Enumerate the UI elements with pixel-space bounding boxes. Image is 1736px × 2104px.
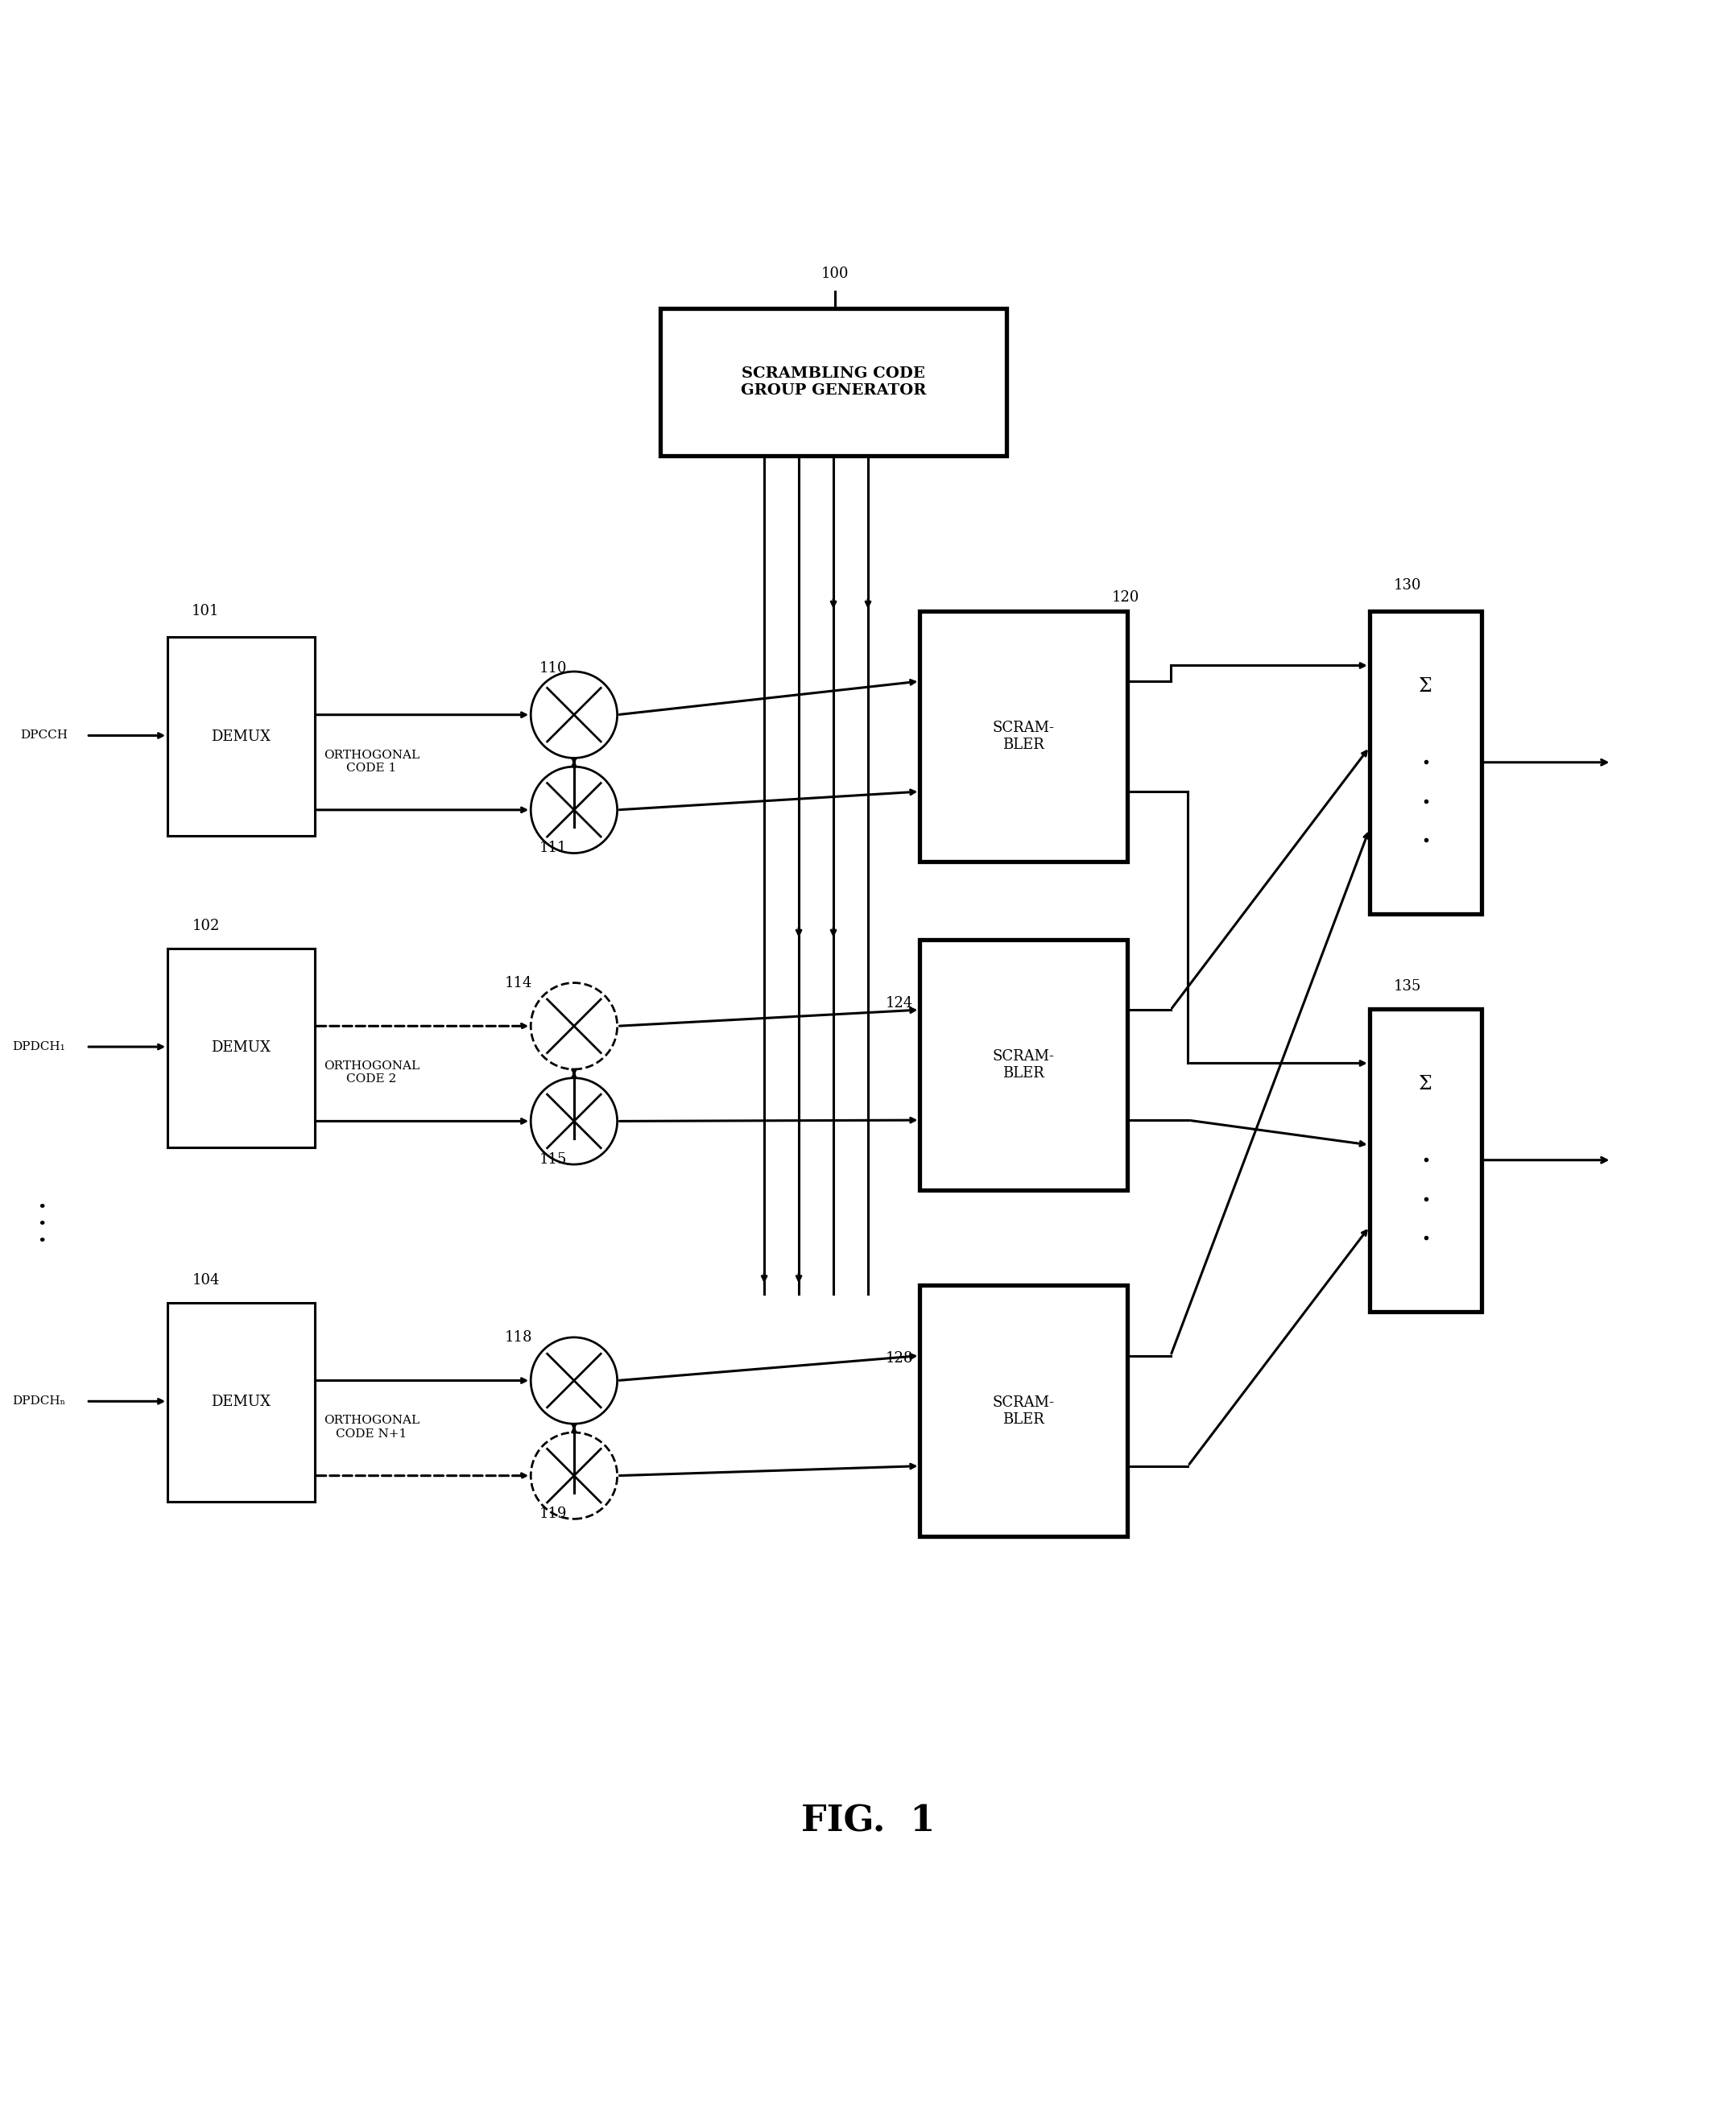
Text: 115: 115 xyxy=(540,1153,568,1166)
Text: 110: 110 xyxy=(540,661,568,675)
Text: DPDCHₙ: DPDCHₙ xyxy=(12,1395,66,1408)
Text: SCRAMBLING CODE
GROUP GENERATOR: SCRAMBLING CODE GROUP GENERATOR xyxy=(741,366,927,398)
FancyBboxPatch shape xyxy=(1370,610,1483,913)
Text: FIG.  1: FIG. 1 xyxy=(800,1805,936,1839)
Text: Σ: Σ xyxy=(1418,677,1432,696)
FancyBboxPatch shape xyxy=(1370,1008,1483,1311)
Text: DPCCH: DPCCH xyxy=(21,730,68,741)
Text: 124: 124 xyxy=(885,997,913,1010)
Text: ORTHOGONAL
CODE N+1: ORTHOGONAL CODE N+1 xyxy=(323,1416,420,1439)
Text: 120: 120 xyxy=(1111,589,1139,604)
Text: 101: 101 xyxy=(191,604,219,619)
FancyBboxPatch shape xyxy=(168,949,314,1147)
Text: DEMUX: DEMUX xyxy=(212,1395,271,1410)
Text: DEMUX: DEMUX xyxy=(212,1041,271,1054)
Text: 114: 114 xyxy=(505,976,533,991)
Text: DPDCH₁: DPDCH₁ xyxy=(12,1041,64,1052)
Text: DEMUX: DEMUX xyxy=(212,730,271,743)
Text: 100: 100 xyxy=(821,267,849,282)
Text: Σ: Σ xyxy=(1418,1075,1432,1094)
Text: 130: 130 xyxy=(1394,579,1422,593)
FancyBboxPatch shape xyxy=(660,309,1007,454)
Text: SCRAM-
BLER: SCRAM- BLER xyxy=(993,722,1055,751)
Text: SCRAM-
BLER: SCRAM- BLER xyxy=(993,1395,1055,1427)
Text: 135: 135 xyxy=(1394,978,1422,993)
FancyBboxPatch shape xyxy=(920,610,1127,863)
Text: 104: 104 xyxy=(193,1273,219,1288)
Text: 128: 128 xyxy=(885,1351,913,1365)
FancyBboxPatch shape xyxy=(168,1302,314,1502)
Text: 119: 119 xyxy=(540,1506,568,1521)
Text: •
•
•: • • • xyxy=(36,1201,45,1250)
Text: 102: 102 xyxy=(193,919,219,932)
Text: ORTHOGONAL
CODE 1: ORTHOGONAL CODE 1 xyxy=(323,749,420,774)
Text: SCRAM-
BLER: SCRAM- BLER xyxy=(993,1050,1055,1081)
FancyBboxPatch shape xyxy=(920,1286,1127,1536)
Text: 111: 111 xyxy=(540,842,568,854)
Text: ORTHOGONAL
CODE 2: ORTHOGONAL CODE 2 xyxy=(323,1060,420,1086)
FancyBboxPatch shape xyxy=(920,940,1127,1191)
FancyBboxPatch shape xyxy=(168,638,314,835)
Text: 118: 118 xyxy=(505,1330,533,1344)
